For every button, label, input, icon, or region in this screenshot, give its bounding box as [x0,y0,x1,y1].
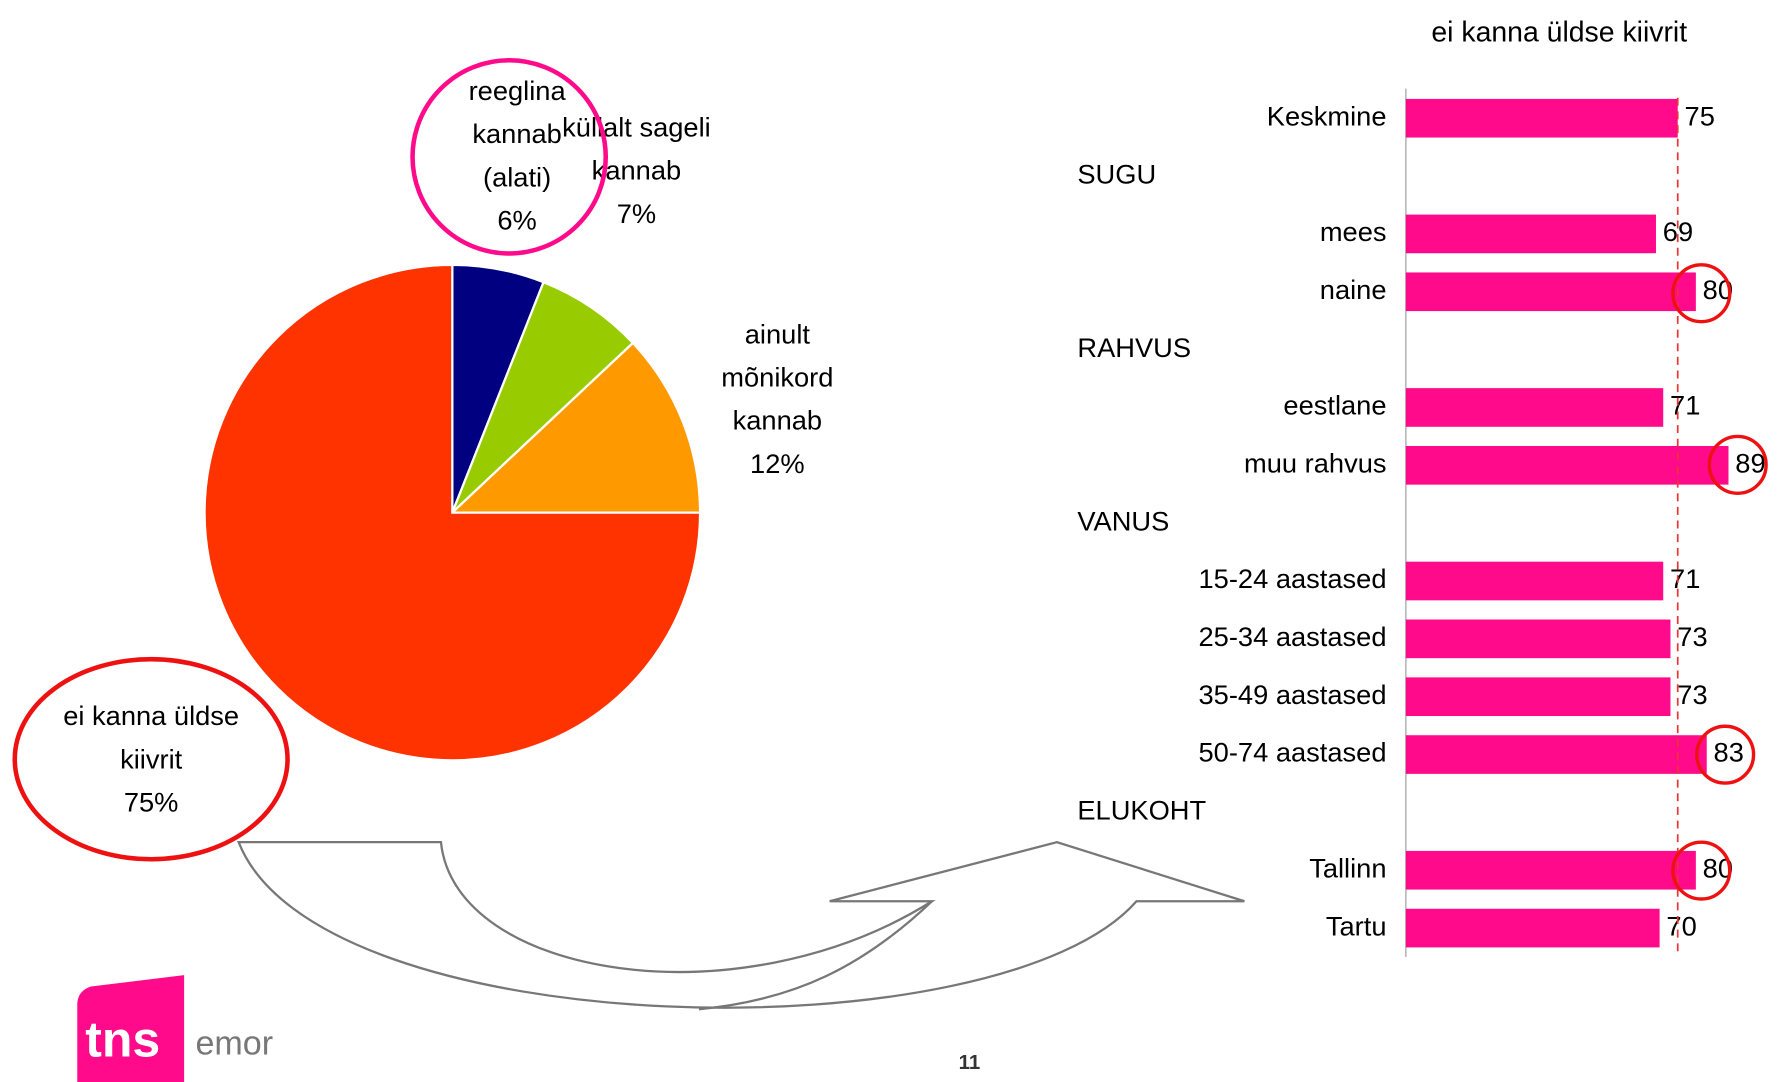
bar [1405,388,1664,427]
slice-value: 6% [497,205,537,237]
category-label: Keskmine [1267,100,1387,131]
slice-label-box: ei kanna üldse kiivrit 75% [32,696,271,826]
category-label: naine [1320,274,1387,305]
bar [1405,908,1660,948]
slice-value: 7% [616,198,657,230]
highlight-circle [12,656,290,862]
pie-slice [451,280,635,514]
bar-chart: ei kanna üldse kiivrit Keskmine 75 SUGU mees… [1077,17,1766,957]
bar [1405,214,1656,254]
slice-label: ainult mõnikord kannab 12% [693,314,861,487]
pie-slice [203,263,702,762]
flow-arrow-inner [698,900,933,1011]
highlight-circle [1707,434,1768,495]
slice-label: reeglina kannab (alati) 6% [443,70,591,243]
category-label: mees [1320,216,1387,247]
slice-label: küllalt sageli kannab 7% [559,107,714,237]
highlight-circle [1671,840,1732,901]
value-label: 70 [1666,910,1696,941]
value-label: 83 [1714,737,1744,768]
slice-name: ei kanna üldse kiivrit [63,701,240,776]
category-label: Tallinn [1309,852,1386,883]
category-label: Tartu [1326,910,1387,941]
page-number: 11 [959,1051,981,1074]
slice-label: ei kanna üldse kiivrit 75% [32,696,271,826]
category-label: muu rahvus [1244,448,1386,479]
slice-name: reeglina kannab (alati) [468,76,566,194]
bar [1405,619,1671,659]
bar [1405,445,1729,485]
category-label: 35-49 aastased [1199,679,1387,710]
group-header: SUGU [1077,158,1156,189]
highlight-circle [1671,263,1732,324]
category-label: eestlane [1283,390,1386,421]
slice-label-box: ainult mõnikord kannab 12% [693,314,861,487]
bar [1405,677,1671,717]
logo-shape [77,975,185,1082]
bar [1405,561,1664,601]
bar [1405,98,1678,138]
flow-arrow [236,840,1245,1009]
bar [1405,850,1696,890]
category-label: 25-34 aastased [1199,621,1387,652]
value-label: 73 [1677,621,1707,652]
pie-chart: reeglina kannab (alati) 6% küllalt sageli … [32,70,861,826]
group-header: VANUS [1077,505,1169,536]
slice-label-box: küllalt sageli kannab 7% [559,107,714,237]
slice-value: 75% [123,787,179,819]
category-label: 15-24 aastased [1199,563,1387,594]
chart-title: ei kanna üldse kiivrit [1431,17,1687,49]
slice-value: 12% [750,448,805,480]
category-label: 50-74 aastased [1199,737,1387,768]
value-label: 71 [1670,390,1700,421]
slice-name: ainult mõnikord kannab [721,319,834,437]
value-label: 71 [1670,563,1700,594]
highlight-circle [410,57,609,256]
value-label: 89 [1735,448,1765,479]
group-header: ELUKOHT [1077,795,1206,826]
group-header: RAHVUS [1077,332,1191,363]
logo-text: emor [195,1025,273,1063]
pie-slice [449,341,702,514]
highlight-circle [1695,724,1756,785]
bar [1405,272,1696,312]
value-label: 73 [1677,679,1707,710]
slice-name: küllalt sageli kannab [562,112,711,187]
slice-label-box: reeglina kannab (alati) 6% [443,70,591,243]
logo-mark: tns [85,1012,160,1068]
value-label: 75 [1685,100,1715,131]
bar [1405,735,1707,774]
